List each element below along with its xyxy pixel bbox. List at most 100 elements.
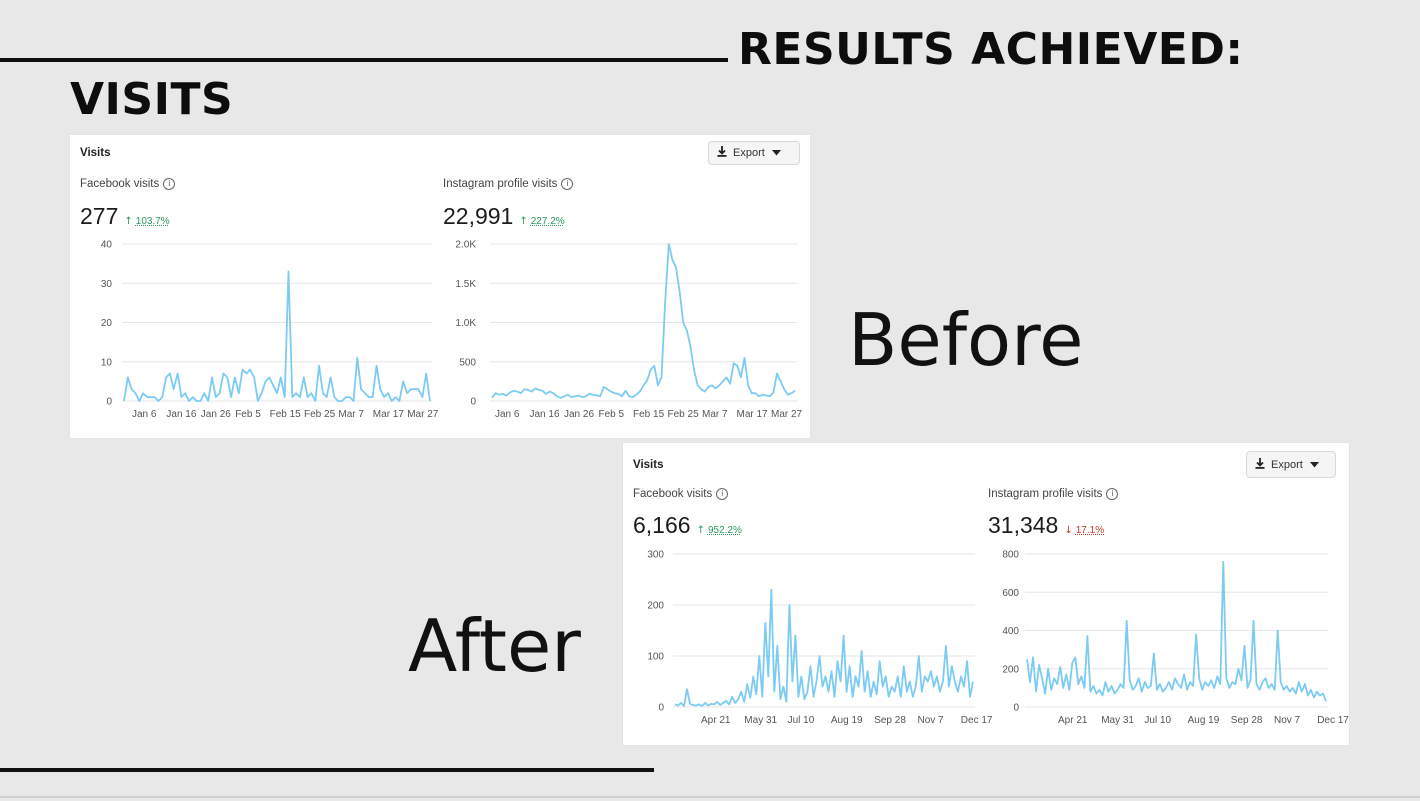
top-rule — [0, 58, 728, 62]
y-tick-label: 300 — [647, 550, 664, 561]
download-icon — [717, 146, 727, 160]
arrow-up-icon: ↑ — [696, 525, 705, 536]
series-line — [123, 270, 431, 402]
x-tick-label: Nov 7 — [1274, 715, 1301, 726]
after-facebook-chart: 0 100 200 300 Apr 21 May 31 Jul 10 Aug 19 Sep 28… — [647, 550, 993, 727]
facebook-visits-value: 6,166 — [633, 512, 691, 538]
x-tick-label: Jan 6 — [132, 409, 157, 420]
x-tick-label: Jan 16 — [530, 409, 560, 420]
instagram-visits-value: 31,348 — [988, 512, 1059, 538]
facebook-visits-label: Facebook visits i — [80, 178, 176, 190]
facebook-visits-value: 277 — [80, 203, 119, 229]
bottom-border — [0, 796, 1420, 798]
instagram-visits-label: Instagram profile visits i — [988, 488, 1119, 500]
y-tick-label: 800 — [1002, 550, 1019, 561]
x-tick-label: Jul 10 — [788, 715, 815, 726]
x-tick-label: Jul 10 — [1144, 715, 1171, 726]
x-tick-label: Apr 21 — [1058, 715, 1088, 726]
y-tick-label: 10 — [101, 357, 113, 368]
instagram-visits-delta: ↓ 17.1% — [1064, 525, 1105, 536]
arrow-up-icon: ↑ — [519, 216, 528, 227]
series-line — [491, 243, 796, 399]
series-line — [1026, 560, 1327, 702]
y-tick-label: 30 — [101, 279, 113, 290]
x-tick-label: Nov 7 — [918, 715, 945, 726]
results-heading: RESULTS ACHIEVED: — [738, 24, 1244, 75]
x-tick-label: Mar 27 — [407, 409, 439, 420]
x-tick-label: Feb 25 — [668, 409, 700, 420]
x-tick-label: Feb 15 — [270, 409, 302, 420]
x-tick-label: May 31 — [744, 715, 777, 726]
x-tick-label: Jan 26 — [564, 409, 594, 420]
y-tick-label: 0 — [658, 703, 664, 714]
y-tick-label: 20 — [101, 318, 113, 329]
export-label: Export — [1271, 458, 1303, 471]
y-tick-label: 200 — [647, 601, 664, 612]
facebook-visits-delta: ↑ 103.7% — [124, 216, 170, 227]
y-tick-label: 1.0K — [455, 318, 476, 329]
x-tick-label: Aug 19 — [831, 715, 863, 726]
facebook-visits-delta: ↑ 952.2% — [696, 525, 742, 536]
instagram-visits-delta: ↑ 227.2% — [519, 216, 565, 227]
x-tick-label: Feb 5 — [235, 409, 261, 420]
x-tick-label: Mar 17 — [373, 409, 405, 420]
x-tick-label: Sep 28 — [1231, 715, 1263, 726]
x-tick-label: Mar 17 — [737, 409, 769, 420]
chevron-down-icon — [771, 147, 781, 159]
x-tick-label: Dec 17 — [961, 715, 993, 726]
y-tick-label: 0 — [470, 397, 476, 408]
download-icon — [1255, 457, 1265, 472]
x-tick-label: Mar 27 — [771, 409, 803, 420]
before-facebook-chart: 0 10 20 30 40 Jan 6 Jan 16 Jan 26 Feb 5 Feb 15 Feb… — [101, 240, 439, 421]
y-tick-label: 1.5K — [455, 279, 476, 290]
x-tick-label: Jan 6 — [495, 409, 520, 420]
card-title: Visits — [633, 459, 664, 471]
x-tick-label: Dec 17 — [1317, 715, 1349, 726]
y-tick-label: 0 — [106, 397, 112, 408]
x-tick-label: Apr 21 — [701, 715, 731, 726]
arrow-down-icon: ↓ — [1064, 525, 1073, 536]
x-tick-label: May 31 — [1101, 715, 1134, 726]
after-label: After — [408, 604, 581, 688]
info-icon[interactable]: i — [716, 488, 729, 500]
before-instagram-chart: 0 500 1.0K 1.5K 2.0K Jan 6 Jan 16 Jan 26 Feb 5 Fe… — [455, 240, 803, 421]
x-tick-label: Feb 25 — [304, 409, 336, 420]
export-button[interactable]: Export — [1246, 451, 1336, 478]
export-label: Export — [733, 147, 765, 159]
instagram-visits-metric: 31,348 ↓ 17.1% — [988, 512, 1104, 539]
info-icon[interactable]: i — [163, 178, 176, 190]
x-tick-label: Sep 28 — [874, 715, 906, 726]
x-tick-label: Aug 19 — [1188, 715, 1220, 726]
y-tick-label: 100 — [647, 652, 664, 663]
y-tick-label: 2.0K — [455, 240, 476, 251]
facebook-visits-metric: 277 ↑ 103.7% — [80, 203, 170, 230]
facebook-visits-label: Facebook visits i — [633, 488, 729, 500]
instagram-visits-value: 22,991 — [443, 203, 514, 229]
y-tick-label: 0 — [1013, 703, 1019, 714]
before-visits-card: Visits Export Facebook visits i 277 ↑ 103.… — [69, 134, 811, 439]
instagram-visits-label: Instagram profile visits i — [443, 178, 574, 190]
x-tick-label: Mar 7 — [338, 409, 364, 420]
x-tick-label: Jan 16 — [166, 409, 196, 420]
chevron-down-icon — [1309, 459, 1319, 471]
info-icon[interactable]: i — [1106, 488, 1119, 500]
instagram-visits-metric: 22,991 ↑ 227.2% — [443, 203, 565, 230]
before-label: Before — [848, 298, 1084, 382]
export-button[interactable]: Export — [708, 141, 800, 165]
visits-heading: VISITS — [70, 74, 234, 125]
y-tick-label: 40 — [101, 240, 113, 251]
x-tick-label: Feb 5 — [599, 409, 625, 420]
arrow-up-icon: ↑ — [124, 216, 133, 227]
after-instagram-chart: 0 200 400 600 800 Apr 21 May 31 Jul 10 Aug 19 Sep… — [1002, 550, 1349, 727]
x-tick-label: Feb 15 — [633, 409, 665, 420]
x-tick-label: Mar 7 — [702, 409, 728, 420]
series-line — [674, 588, 974, 707]
bottom-rule — [0, 768, 654, 772]
x-tick-label: Jan 26 — [201, 409, 231, 420]
y-tick-label: 500 — [459, 357, 476, 368]
facebook-visits-metric: 6,166 ↑ 952.2% — [633, 512, 742, 539]
y-tick-label: 200 — [1002, 664, 1019, 675]
y-tick-label: 600 — [1002, 588, 1019, 599]
info-icon[interactable]: i — [561, 178, 574, 190]
y-tick-label: 400 — [1002, 626, 1019, 637]
